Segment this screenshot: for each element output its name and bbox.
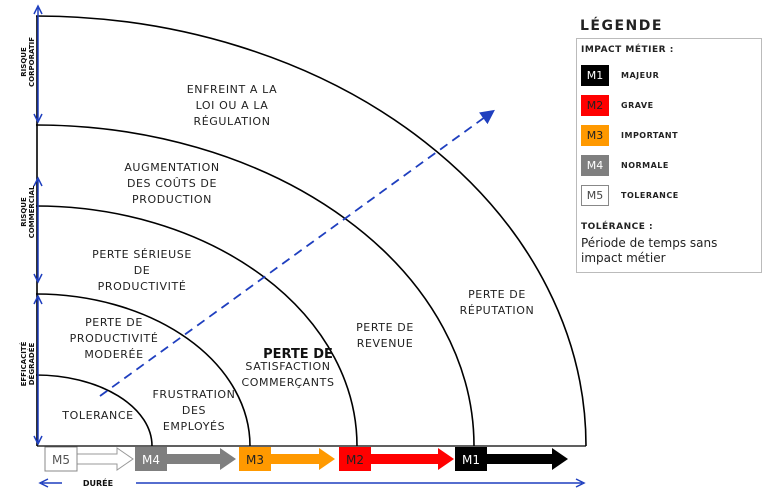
legend-subtitle: IMPACT MÉTIER :: [581, 45, 674, 55]
zone-label-perte-reputation: PERTE DE RÉPUTATION: [460, 288, 535, 317]
level-m4: M4: [135, 447, 236, 471]
zone-label-line: LOI OU A LA: [196, 99, 269, 112]
vertical-axis: [33, 4, 43, 446]
level-m1: M1: [455, 447, 568, 471]
horizontal-axis: [38, 478, 586, 488]
legend: LÉGENDE IMPACT MÉTIER : M1 MAJEUR M2 GRAVE M…: [576, 18, 762, 273]
zone-label-line: FRUSTRATION: [152, 388, 235, 401]
level-m3: M3: [239, 447, 335, 471]
legend-swatch: M5: [581, 185, 609, 206]
legend-item-label: IMPORTANT: [621, 131, 679, 140]
level-badge-label: M3: [246, 453, 264, 467]
legend-item-m1: M1 MAJEUR: [581, 61, 755, 90]
zone-label-line: ENFREINT A LA: [187, 83, 278, 96]
level-arrow-m5: [76, 447, 134, 471]
level-m2: M2: [339, 447, 454, 471]
zone-label-line: MODERÉE: [84, 348, 143, 361]
arc-m1: [35, 15, 587, 447]
level-arrow-m3: [271, 448, 335, 470]
legend-item-label: MAJEUR: [621, 71, 660, 80]
arc-m4: [35, 293, 251, 447]
zone-label-line: PERTE DE: [356, 321, 414, 334]
legend-swatch: M1: [581, 65, 609, 86]
zone-label-line: PERTE DE: [85, 316, 143, 329]
zone-label-line: RÉPUTATION: [460, 304, 535, 317]
zone-label-frustration: FRUSTRATION DES EMPLOYÉS: [152, 388, 235, 433]
legend-swatch: M4: [581, 155, 609, 176]
level-arrow-m2: [371, 448, 454, 470]
legend-item-m3: M3 IMPORTANT: [581, 121, 755, 150]
zone-label-line: PRODUCTIVITÉ: [98, 280, 187, 293]
zone-label-perte-serieuse: PERTE SÉRIEUSE DE PRODUCTIVITÉ: [92, 248, 192, 293]
zone-label-augmentation-couts: AUGMENTATION DES COÛTS DE PRODUCTION: [124, 161, 219, 206]
axis-label-risque-corporatif: RISQUECORPORATIF: [20, 37, 36, 87]
level-badge-m4: [135, 447, 167, 471]
zone-label-line: PERTE DE: [468, 288, 526, 301]
zone-label-perte-revenue: PERTE DE REVENUE: [356, 321, 414, 350]
legend-item-label: TOLERANCE: [621, 191, 679, 200]
zone-label-line: RÉGULATION: [193, 115, 270, 128]
level-badge-label: M2: [346, 453, 364, 467]
zone-label-line: EMPLOYÉS: [163, 420, 225, 433]
zone-label-enfreint-loi: ENFREINT A LA LOI OU A LA RÉGULATION: [187, 83, 278, 128]
zone-label-line: SATISFACTION: [245, 360, 330, 373]
legend-swatch: M2: [581, 95, 609, 116]
zone-label-line: REVENUE: [357, 337, 414, 350]
zone-label-line: TOLERANCE: [61, 409, 133, 422]
arc-m3: [35, 205, 358, 447]
legend-box: IMPACT MÉTIER : M1 MAJEUR M2 GRAVE M3 IMPORTA…: [576, 38, 762, 273]
zone-label-line: COMMERÇANTS: [241, 376, 334, 389]
zone-label-tolerance: TOLERANCE: [61, 409, 133, 422]
legend-item-m5: M5 TOLERANCE: [581, 181, 755, 210]
level-m5: M5: [44, 446, 134, 472]
zone-label-line: PERTE SÉRIEUSE: [92, 248, 192, 261]
trend-arrow: [99, 109, 495, 397]
legend-tolerance-title: TOLÉRANCE :: [581, 222, 654, 232]
legend-swatch: M3: [581, 125, 609, 146]
zone-label-line: PRODUCTION: [132, 193, 212, 206]
legend-title: LÉGENDE: [580, 18, 663, 34]
level-badge-label: M5: [52, 453, 70, 467]
axis-label-risque-commercial: RISQUECOMMERCIAL: [20, 185, 36, 238]
level-badge-m2: [339, 447, 371, 471]
zone-label-line: AUGMENTATION: [124, 161, 219, 174]
axis-label-efficacite-degradee: EFFICACITÉDÉGRADÉE: [19, 341, 36, 386]
level-badge-label: M4: [142, 453, 160, 467]
level-badge-m5: [44, 446, 78, 472]
zone-label-line: DES COÛTS DE: [127, 177, 217, 190]
zone-label-line: DE: [134, 264, 151, 277]
level-arrow-m4: [167, 448, 236, 470]
zone-label-perte-productivite-moderee: PERTE DE PRODUCTIVITÉ MODERÉE: [70, 316, 159, 361]
legend-tolerance-text: Période de temps sans impact métier: [581, 236, 718, 265]
level-arrow-m1: [487, 448, 568, 470]
level-badge-m3: [239, 447, 271, 471]
legend-item-label: NORMALE: [621, 161, 669, 170]
arc-m5: [35, 374, 153, 447]
zone-label-perte-satisfaction: SATISFACTION COMMERÇANTS: [241, 360, 334, 389]
level-badge-label: M1: [462, 453, 480, 467]
zone-overlay-perte-satisfaction: PERTE DE: [263, 347, 333, 362]
legend-item-label: GRAVE: [621, 101, 654, 110]
level-badge-m1: [455, 447, 487, 471]
zone-label-line: PRODUCTIVITÉ: [70, 332, 159, 345]
zone-label-line: DES: [182, 404, 206, 417]
legend-item-m2: M2 GRAVE: [581, 91, 755, 120]
axis-label-duree: DURÉE: [83, 477, 113, 488]
legend-item-m4: M4 NORMALE: [581, 151, 755, 180]
